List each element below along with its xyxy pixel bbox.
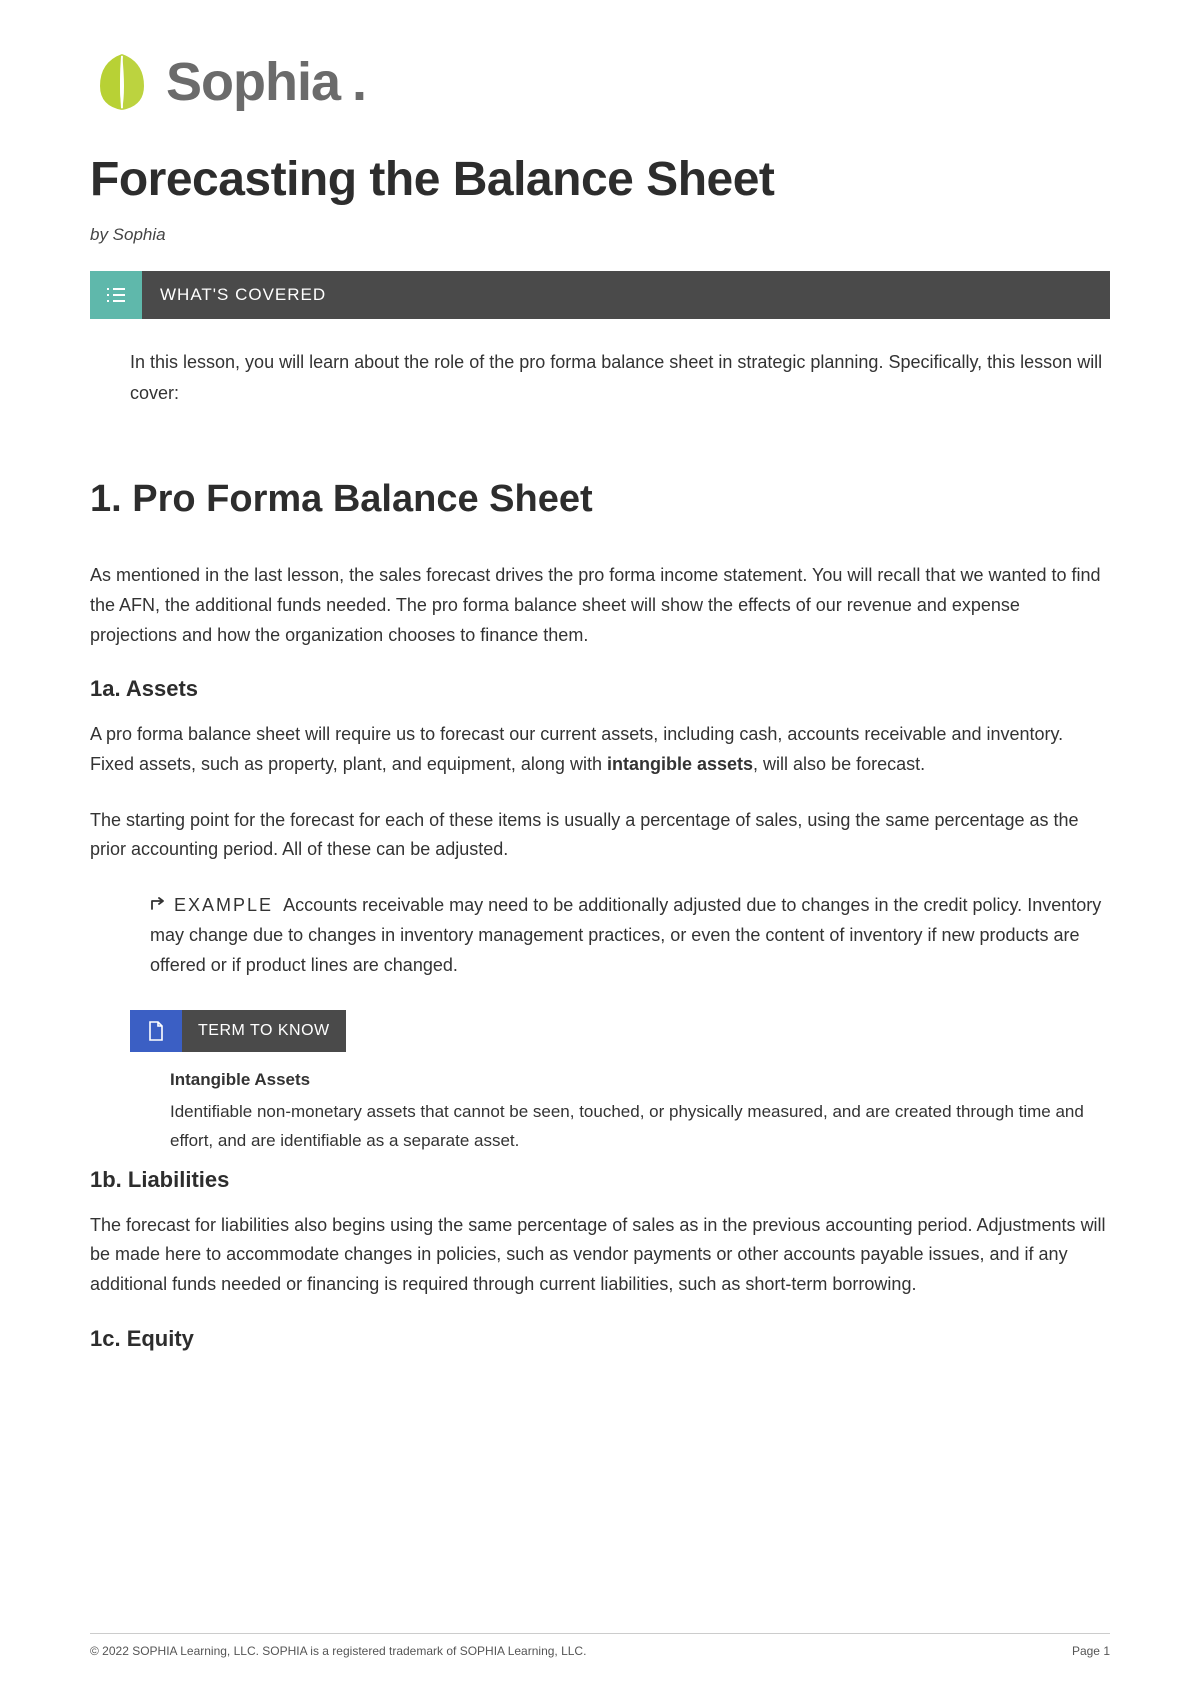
section-heading: 1. Pro Forma Balance Sheet [90, 478, 1110, 521]
liabilities-body: The forecast for liabilities also begins… [90, 1211, 1110, 1300]
byline: by Sophia [90, 225, 1110, 245]
term-definition: Intangible Assets Identifiable non-monet… [90, 1070, 1110, 1154]
term-to-know-bar: TERM TO KNOW [130, 1010, 346, 1052]
footer-page: Page 1 [1072, 1644, 1110, 1658]
liabilities-heading: 1b. Liabilities [90, 1167, 1110, 1193]
term-label: TERM TO KNOW [182, 1010, 346, 1052]
term-text: Identifiable non-monetary assets that ca… [170, 1098, 1110, 1154]
assets-p1-post: , will also be forecast. [753, 754, 925, 774]
whats-covered-label: WHAT'S COVERED [142, 271, 1110, 319]
footer-copyright: © 2022 SOPHIA Learning, LLC. SOPHIA is a… [90, 1644, 586, 1658]
list-icon [90, 271, 142, 319]
page-footer: © 2022 SOPHIA Learning, LLC. SOPHIA is a… [90, 1633, 1110, 1658]
assets-p1-bold: intangible assets [607, 754, 753, 774]
brand-dot: . [352, 51, 367, 113]
assets-p2: The starting point for the forecast for … [90, 806, 1110, 865]
example-text: Accounts receivable may need to be addit… [150, 895, 1101, 975]
whats-covered-body: In this lesson, you will learn about the… [90, 347, 1110, 408]
section-intro: As mentioned in the last lesson, the sal… [90, 561, 1110, 650]
brand-name: Sophia [166, 51, 340, 113]
brand-logo: Sophia. [90, 50, 1110, 114]
arrow-icon [150, 891, 168, 921]
whats-covered-bar: WHAT'S COVERED [90, 271, 1110, 319]
assets-p1: A pro forma balance sheet will require u… [90, 720, 1110, 779]
example-label: EXAMPLE [174, 895, 273, 915]
term-name: Intangible Assets [170, 1070, 1110, 1090]
example-block: EXAMPLE Accounts receivable may need to … [90, 891, 1110, 980]
equity-heading: 1c. Equity [90, 1326, 1110, 1352]
document-icon [130, 1010, 182, 1052]
logo-mark-icon [90, 50, 154, 114]
page-title: Forecasting the Balance Sheet [90, 152, 1110, 207]
assets-heading: 1a. Assets [90, 676, 1110, 702]
